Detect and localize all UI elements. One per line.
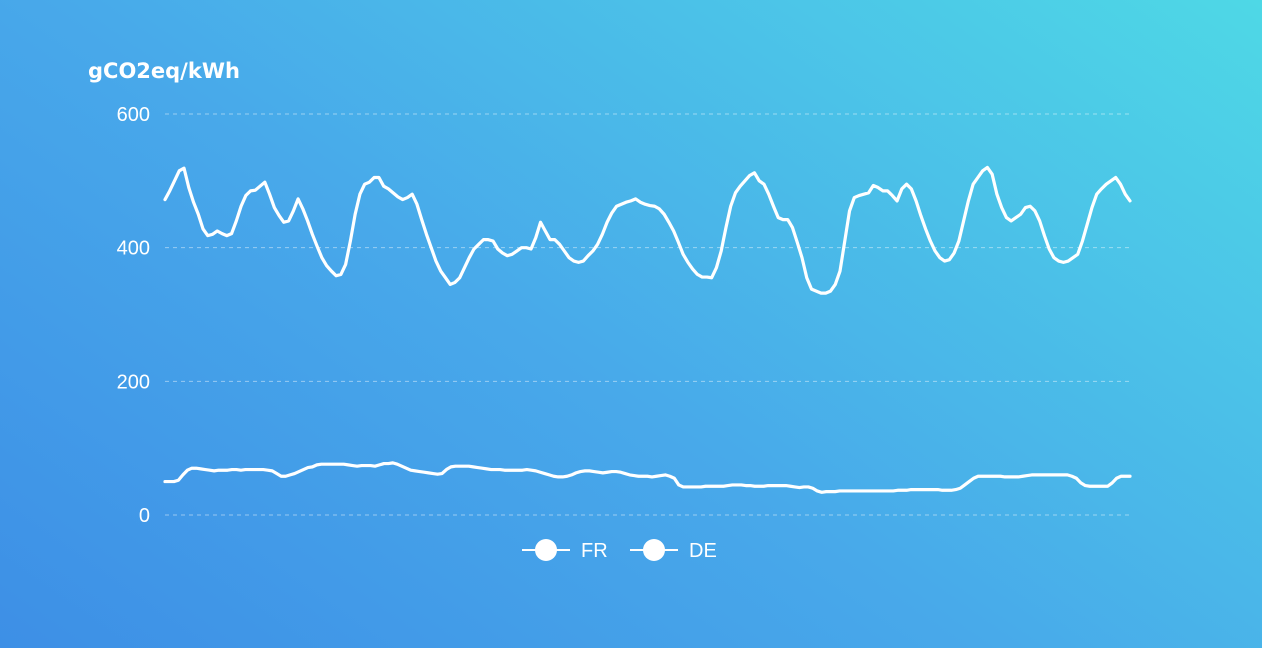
y-tick-label-600: 600	[117, 104, 150, 126]
y-axis-ticks: 0 200 400 600	[117, 104, 150, 527]
legend: FR DE	[522, 539, 717, 562]
series-line-fr	[163, 165, 1132, 295]
series-line-de	[163, 461, 1132, 494]
legend-label-fr: FR	[581, 540, 608, 562]
series-lines	[163, 165, 1132, 494]
legend-label-de: DE	[689, 540, 717, 562]
legend-marker-de	[643, 539, 665, 561]
legend-marker-fr	[535, 539, 557, 561]
y-tick-label-200: 200	[117, 371, 150, 393]
y-tick-label-0: 0	[139, 505, 150, 527]
gridlines	[165, 113, 1130, 516]
y-axis-unit-label: gCO2eq/kWh	[88, 59, 240, 83]
y-tick-label-400: 400	[117, 238, 150, 260]
